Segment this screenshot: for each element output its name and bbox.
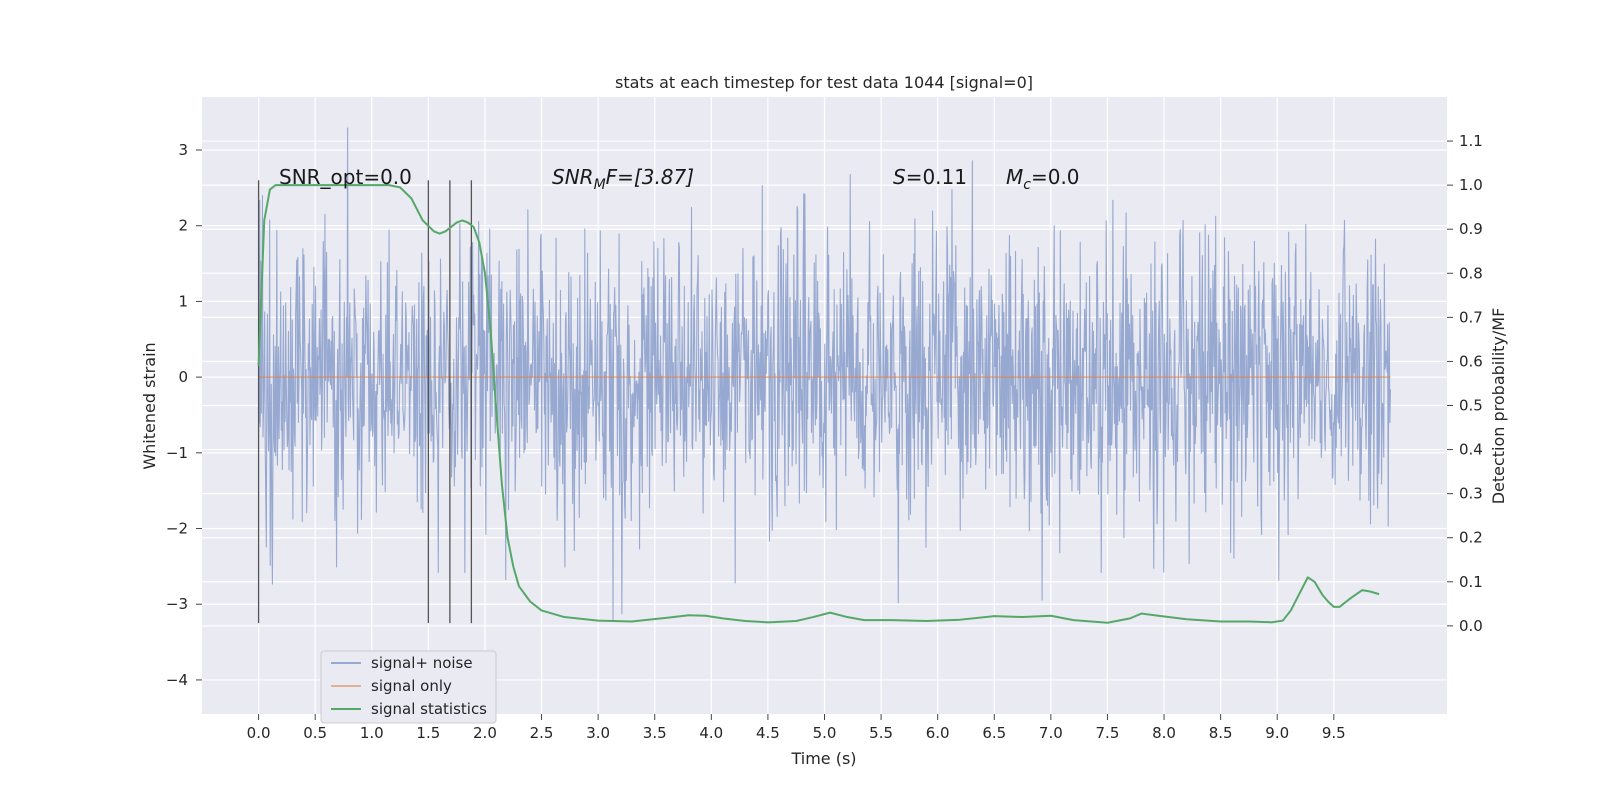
annotation-mc-value: =0.0	[1031, 165, 1080, 189]
y2-tick-label-6: 0.6	[1459, 352, 1483, 370]
x-tick-label-5: 2.5	[530, 724, 554, 742]
x-tick-label-17: 8.5	[1209, 724, 1233, 742]
y2-tick-label-0: 0.0	[1459, 617, 1483, 635]
y2-tick-label-1: 0.1	[1459, 573, 1483, 591]
legend-box	[320, 650, 497, 724]
x-tick-label-10: 5.0	[813, 724, 837, 742]
annotation-mc-base: M	[1006, 165, 1023, 189]
y2-axis-ticks: 0.0 0.1 0.2 0.3 0.4 0.5 0.6 0.7 0.8 0.9 1.0 1.1	[1447, 132, 1483, 635]
x-tick-label-16: 8.0	[1152, 724, 1176, 742]
y-tick-label-7: 3	[178, 141, 188, 159]
x-tick-label-9: 4.5	[756, 724, 780, 742]
x-tick-label-3: 1.5	[416, 724, 440, 742]
annotation-snr-opt: SNR_opt=0.0	[279, 165, 412, 189]
annotation-snr-mf-sub: M	[594, 177, 606, 193]
annotation-s: S=0.11	[893, 165, 967, 189]
annotation-snr-mf-base: SNR	[552, 165, 594, 189]
y-tick-label-1: −3	[166, 595, 188, 613]
x-tick-label-19: 9.5	[1322, 724, 1346, 742]
y-tick-label-2: −2	[166, 520, 188, 538]
y-tick-label-0: −4	[166, 671, 188, 689]
x-tick-label-6: 3.0	[586, 724, 610, 742]
x-axis-label: Time (s)	[790, 749, 856, 768]
legend-label-stats: signal statistics	[371, 700, 487, 718]
annotation-mc: Mc=0.0	[1006, 165, 1080, 193]
y2-tick-label-2: 0.2	[1459, 529, 1483, 547]
y2-tick-label-11: 1.1	[1459, 132, 1483, 150]
x-tick-label-0: 0.0	[247, 724, 271, 742]
chart-title: stats at each timestep for test data 104…	[615, 73, 1033, 92]
signal-noise-line	[258, 127, 1391, 621]
x-tick-label-11: 5.5	[869, 724, 893, 742]
signal-statistics-line	[257, 184, 1380, 624]
y-tick-label-4: 0	[178, 368, 188, 386]
x-axis-ticks: 0.0 0.5 1.0 1.5 2.0 2.5 3.0 3.5 4.0 4.5 5.0 5.5 6.0 6…	[247, 714, 1346, 742]
x-tick-label-2: 1.0	[360, 724, 384, 742]
x-tick-label-8: 4.0	[699, 724, 723, 742]
x-tick-label-4: 2.0	[473, 724, 497, 742]
grid	[202, 97, 1447, 714]
legend: signal+ noise signal only signal statist…	[320, 650, 497, 724]
x-tick-label-7: 3.5	[643, 724, 667, 742]
y2-tick-label-9: 0.9	[1459, 220, 1483, 238]
annotation-s-label: S	[893, 165, 906, 189]
legend-label-signal: signal only	[371, 677, 452, 695]
y2-tick-label-7: 0.7	[1459, 308, 1483, 326]
y-tick-label-3: −1	[166, 444, 188, 462]
signal-statistics-series	[257, 184, 1380, 624]
x-tick-label-15: 7.5	[1096, 724, 1120, 742]
y-tick-label-5: 1	[178, 292, 188, 310]
y-tick-label-6: 2	[178, 217, 188, 235]
y2-tick-label-3: 0.3	[1459, 485, 1483, 503]
y2-tick-label-8: 0.8	[1459, 264, 1483, 282]
y-axis-label: Whitened strain	[140, 342, 159, 469]
signal-noise-series	[258, 127, 1391, 621]
x-tick-label-1: 0.5	[303, 724, 327, 742]
y2-axis-label: Detection probability/MF	[1489, 308, 1508, 505]
x-tick-label-13: 6.5	[982, 724, 1006, 742]
annotation-mc-sub: c	[1023, 177, 1031, 193]
x-tick-label-12: 6.0	[926, 724, 950, 742]
annotation-snr-mf-rest: F=[3.87]	[606, 165, 694, 189]
y-axis-ticks: −4 −3 −2 −1 0 1 2 3	[166, 141, 202, 689]
y2-tick-label-5: 0.5	[1459, 397, 1483, 415]
legend-label-noise: signal+ noise	[371, 654, 473, 672]
y2-tick-label-4: 0.4	[1459, 441, 1483, 459]
annotation-s-value: =0.11	[906, 165, 967, 189]
annotation-snr-mf: SNRMF=[3.87]	[552, 165, 694, 193]
x-tick-label-14: 7.0	[1039, 724, 1063, 742]
y2-tick-label-10: 1.0	[1459, 176, 1483, 194]
x-tick-label-18: 9.0	[1265, 724, 1289, 742]
detection-vertical-lines	[257, 180, 473, 624]
